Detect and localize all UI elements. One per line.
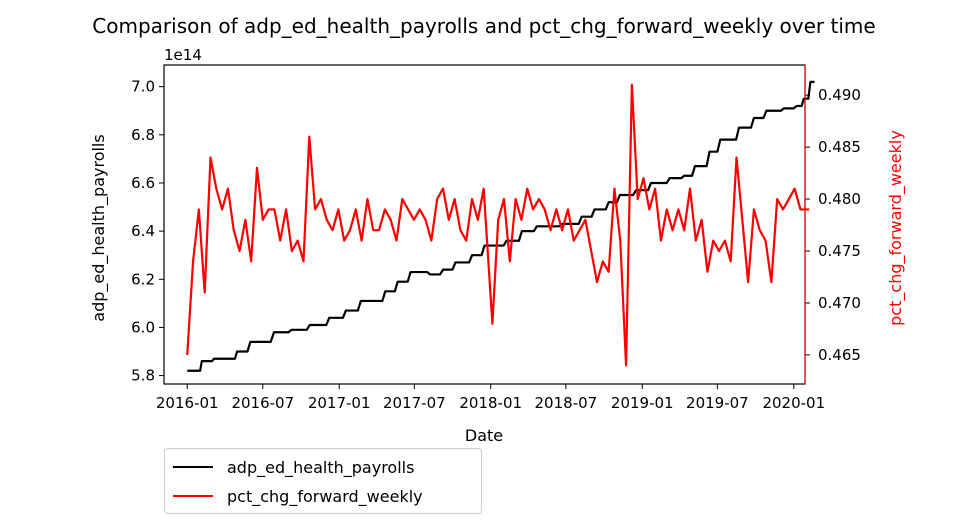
right-y-tick-label: 0.490 bbox=[818, 86, 861, 104]
legend-swatch-payrolls bbox=[173, 466, 213, 468]
left-y-tick-label: 5.8 bbox=[131, 367, 155, 385]
x-tick-label: 2019-07 bbox=[686, 394, 749, 412]
series-layer bbox=[186, 80, 815, 372]
x-tick-label: 2018-01 bbox=[459, 394, 522, 412]
left-y-tick-label: 6.4 bbox=[131, 222, 155, 240]
legend-label-payrolls: adp_ed_health_payrolls bbox=[227, 457, 415, 477]
right-y-tick-label: 0.465 bbox=[818, 346, 861, 364]
right-y-axis: 0.465 0.470 0.475 0.480 0.485 0.490 bbox=[805, 86, 861, 364]
x-tick-label: 2020-01 bbox=[762, 394, 825, 412]
left-y-axis-label: adp_ed_health_payrolls bbox=[89, 134, 109, 321]
left-axis-offset-text: 1e14 bbox=[164, 46, 202, 64]
right-y-axis-label: pct_chg_forward_weekly bbox=[886, 130, 906, 326]
chart-title: Comparison of adp_ed_health_payrolls and… bbox=[92, 14, 875, 38]
left-y-tick-label: 6.2 bbox=[131, 270, 155, 288]
right-y-tick-label: 0.480 bbox=[818, 190, 861, 208]
plot-frame bbox=[163, 64, 806, 385]
left-y-tick-label: 6.0 bbox=[131, 318, 155, 336]
x-tick-label: 2017-01 bbox=[308, 394, 371, 412]
series-line-adp-ed-health-payrolls bbox=[187, 80, 815, 372]
series-line-pct-chg-forward-weekly bbox=[186, 83, 810, 367]
left-y-tick-label: 6.8 bbox=[131, 126, 155, 144]
legend-swatch-pct-chg bbox=[173, 495, 213, 497]
x-tick-label: 2016-07 bbox=[231, 394, 294, 412]
x-axis: 2016-01 2016-07 2017-01 2017-07 2018-01 2018-… bbox=[156, 384, 825, 412]
x-tick-label: 2016-01 bbox=[156, 394, 219, 412]
legend: adp_ed_health_payrolls pct_chg_forward_w… bbox=[164, 448, 482, 514]
left-y-tick-label: 6.6 bbox=[131, 174, 155, 192]
right-y-tick-label: 0.475 bbox=[818, 242, 861, 260]
x-tick-label: 2018-07 bbox=[535, 394, 598, 412]
left-y-tick-label: 7.0 bbox=[131, 78, 155, 96]
x-tick-label: 2017-07 bbox=[383, 394, 446, 412]
right-y-tick-label: 0.485 bbox=[818, 138, 861, 156]
legend-label-pct-chg: pct_chg_forward_weekly bbox=[227, 486, 423, 506]
legend-entry-payrolls: adp_ed_health_payrolls bbox=[173, 455, 414, 479]
plot-area bbox=[163, 64, 806, 385]
x-tick-label: 2019-01 bbox=[611, 394, 674, 412]
left-y-axis: 5.8 6.0 6.2 6.4 6.6 6.8 7.0 bbox=[131, 78, 164, 385]
legend-entry-pct-chg: pct_chg_forward_weekly bbox=[173, 484, 423, 508]
x-axis-label: Date bbox=[465, 426, 503, 445]
right-y-tick-label: 0.470 bbox=[818, 294, 861, 312]
